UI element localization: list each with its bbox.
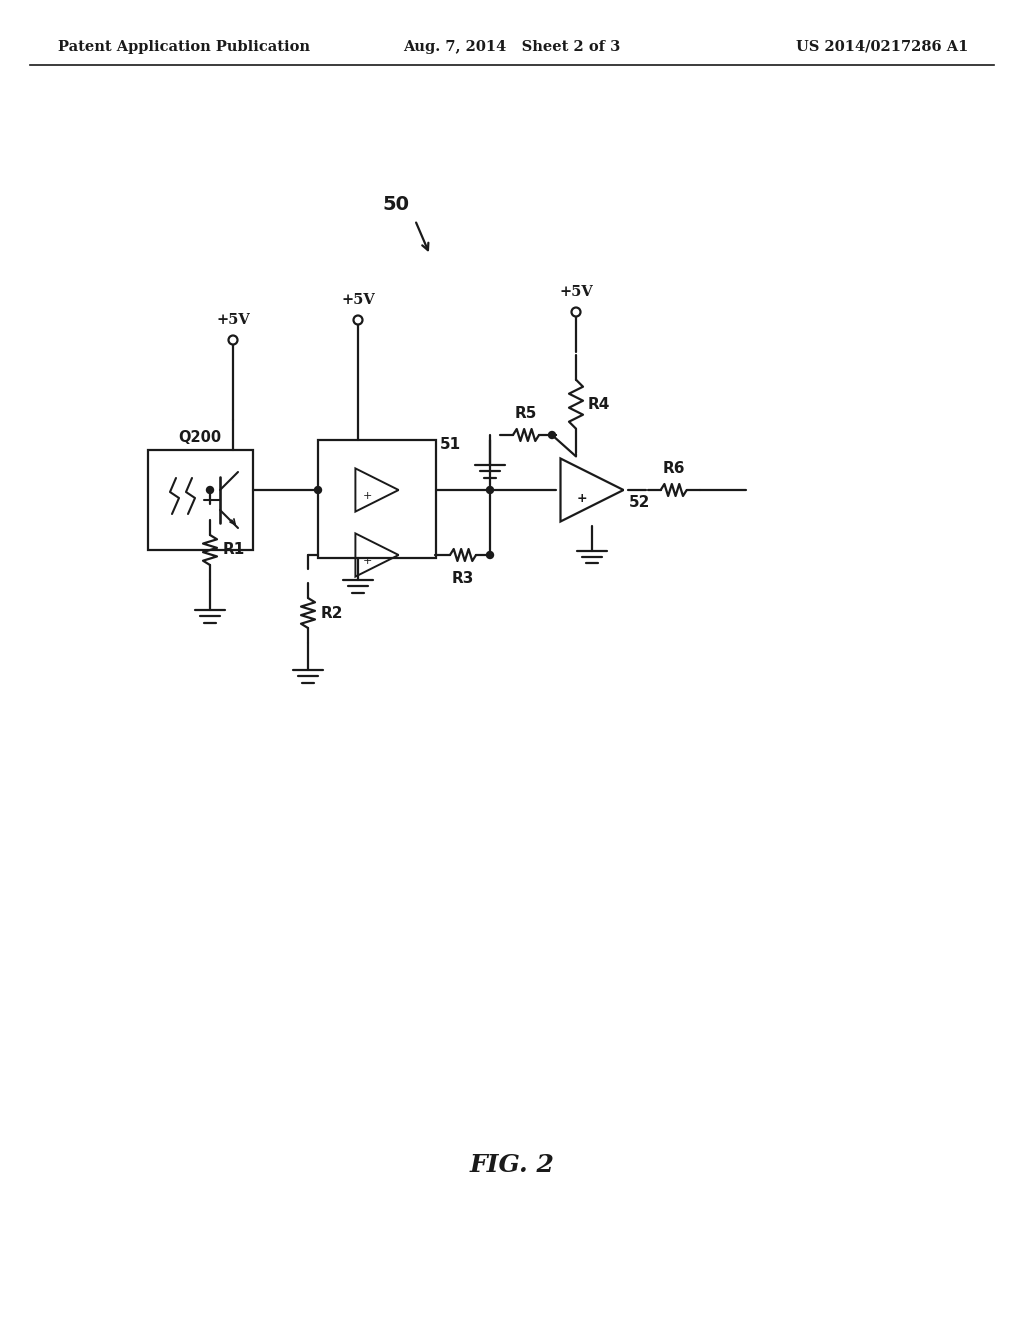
Bar	[318, 440, 436, 558]
Text: +: +	[362, 556, 372, 566]
Text: Q200: Q200	[178, 430, 221, 445]
Circle shape	[549, 432, 555, 438]
Text: 52: 52	[629, 495, 650, 510]
Text: FIG. 2: FIG. 2	[470, 1152, 554, 1177]
Text: R5: R5	[515, 407, 538, 421]
Text: +: +	[362, 491, 372, 502]
Text: Aug. 7, 2014   Sheet 2 of 3: Aug. 7, 2014 Sheet 2 of 3	[403, 40, 621, 54]
Circle shape	[486, 552, 494, 558]
Text: R4: R4	[588, 397, 610, 412]
Text: +5V: +5V	[341, 293, 375, 308]
Text: 50: 50	[382, 195, 409, 214]
Text: Patent Application Publication: Patent Application Publication	[58, 40, 310, 54]
Text: 51: 51	[440, 437, 461, 451]
Text: R1: R1	[223, 543, 246, 557]
Text: +5V: +5V	[216, 313, 250, 327]
Circle shape	[486, 487, 494, 494]
Text: +5V: +5V	[559, 285, 593, 300]
Bar	[148, 450, 253, 550]
Circle shape	[207, 487, 213, 494]
Text: R3: R3	[452, 572, 474, 586]
Text: US 2014/0217286 A1: US 2014/0217286 A1	[796, 40, 968, 54]
Circle shape	[314, 487, 322, 494]
Text: R2: R2	[321, 606, 343, 620]
Text: R6: R6	[663, 461, 685, 477]
Text: +: +	[577, 492, 587, 504]
